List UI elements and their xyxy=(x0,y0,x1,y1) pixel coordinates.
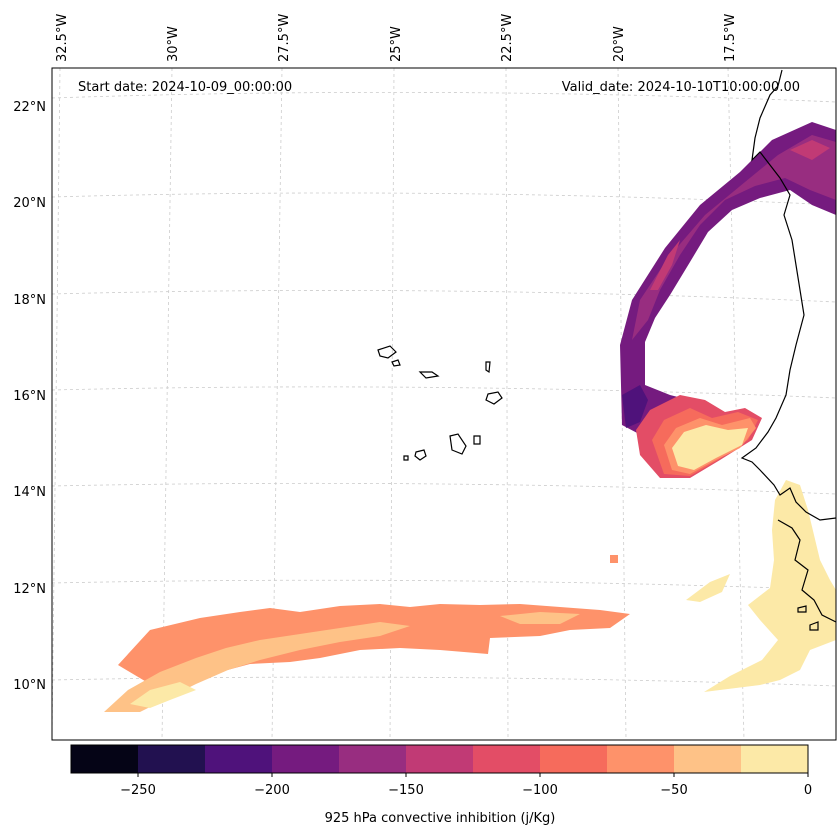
map-frame xyxy=(51,67,837,741)
island-sao-vicente xyxy=(391,359,401,367)
colorbar-segment xyxy=(205,745,273,773)
island-boa-vista xyxy=(485,391,503,405)
colorbar-tick-label: −200 xyxy=(254,783,290,798)
lat-tick-label: 16°N xyxy=(13,389,46,404)
lon-tick-label: 20°W xyxy=(612,26,627,62)
colorbar-frame xyxy=(70,744,809,774)
colorbar-segment xyxy=(138,745,206,773)
colorbar-segment xyxy=(71,745,139,773)
cin-region-southern-band-pale xyxy=(130,682,196,708)
lat-tick-labels: 22°N 20°N 18°N 16°N 14°N 12°N 10°N xyxy=(13,100,46,693)
colorbar-segment xyxy=(406,745,474,773)
colorbar xyxy=(70,744,809,777)
lat-tick-label: 14°N xyxy=(13,485,46,500)
valid-date-label: Valid_date: 2024-10-10T10:00:00.00 xyxy=(562,80,800,95)
lat-tick-label: 20°N xyxy=(13,196,46,211)
cin-region-coastal-south xyxy=(686,480,836,692)
colorbar-ticks: −250 −200 −150 −100 −50 0 xyxy=(120,783,812,798)
island-sao-nicolau xyxy=(418,371,440,379)
colorbar-segment xyxy=(473,745,541,773)
cin-region-dakar-4 xyxy=(672,425,748,470)
colorbar-segment xyxy=(674,745,742,773)
cin-region-spot xyxy=(610,555,618,563)
cin-contours xyxy=(104,122,836,712)
colorbar-segment xyxy=(272,745,340,773)
coastlines xyxy=(377,69,836,631)
island-maio xyxy=(473,435,481,445)
lon-tick-label: 17.5°W xyxy=(723,14,738,62)
lon-tick-label: 25°W xyxy=(389,26,404,62)
colorbar-tick-label: −100 xyxy=(522,783,558,798)
colorbar-tick-label: −250 xyxy=(120,783,156,798)
cin-region-min-2 xyxy=(622,385,648,428)
colorbar-tick-label: −150 xyxy=(388,783,424,798)
lon-tick-label: 30°W xyxy=(166,26,181,62)
lat-tick-label: 12°N xyxy=(13,582,46,597)
cin-region-southern-band xyxy=(118,604,630,690)
lat-tick-label: 18°N xyxy=(13,293,46,308)
island-sal xyxy=(485,361,491,374)
colorbar-label: 925 hPa convective inhibition (j/Kg) xyxy=(325,811,556,826)
island-santo-antao xyxy=(377,345,397,359)
lon-tick-label: 22.5°W xyxy=(500,14,515,62)
africa-coastline xyxy=(740,69,836,623)
lon-tick-label: 32.5°W xyxy=(55,14,70,62)
colorbar-tick-label: −50 xyxy=(660,783,687,798)
lat-tick-label: 22°N xyxy=(13,100,46,115)
colorbar-segment xyxy=(339,745,407,773)
island-brava xyxy=(403,455,409,461)
lon-tick-label: 27.5°W xyxy=(277,14,292,62)
cin-region-streak xyxy=(650,140,830,290)
island-santiago xyxy=(449,433,467,455)
island-fogo xyxy=(414,449,427,461)
lat-tick-label: 10°N xyxy=(13,678,46,693)
colorbar-tick-label: 0 xyxy=(804,783,812,798)
colorbar-segment xyxy=(741,745,809,773)
start-date-label: Start date: 2024-10-09_00:00:00 xyxy=(78,80,292,95)
colorbar-segment xyxy=(540,745,608,773)
colorbar-segment xyxy=(607,745,675,773)
lon-tick-labels: 32.5°W 30°W 27.5°W 25°W 22.5°W 20°W 17.5… xyxy=(55,14,738,62)
island-bijagos xyxy=(797,605,819,631)
